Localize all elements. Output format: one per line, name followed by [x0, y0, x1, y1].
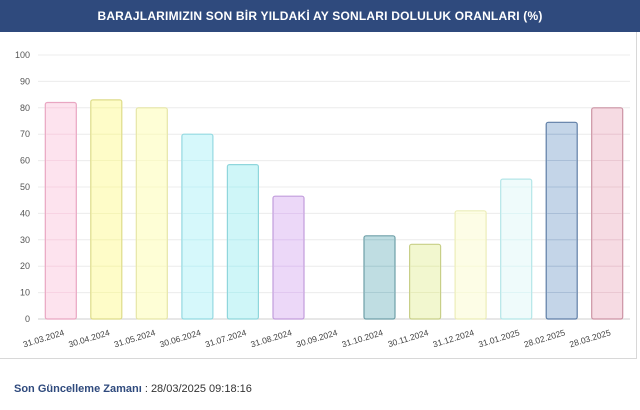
y-tick-label: 40 [20, 208, 30, 218]
last-update-separator: : [141, 383, 151, 395]
x-tick-label: 30.09.2024 [295, 327, 339, 349]
x-tick-label: 28.02.2025 [523, 327, 567, 349]
bar-chart: 0 10 20 30 40 50 60 70 80 90 100 31.03.2024 30.04.20… [15, 50, 630, 349]
chart-area: 0 10 20 30 40 50 60 70 80 90 100 31.03.2024 30.04.20… [0, 32, 637, 359]
chart-header: BARAJLARIMIZIN SON BİR YILDAKİ AY SONLAR… [0, 0, 640, 32]
x-tick-label: 30.04.2024 [67, 327, 111, 349]
x-tick-label: 31.10.2024 [341, 327, 385, 349]
y-tick-label: 30 [20, 235, 30, 245]
bar-30.06.2024[interactable] [181, 133, 214, 320]
y-tick-label: 60 [20, 156, 30, 166]
x-tick-label: 31.12.2024 [432, 327, 476, 349]
y-tick-label: 100 [15, 50, 30, 60]
bar-31.08.2024[interactable] [272, 195, 305, 320]
y-tick-label: 10 [20, 288, 30, 298]
last-update: Son Güncelleme Zamanı : 28/03/2025 09:18… [14, 383, 252, 395]
bar-31.03.2024[interactable] [44, 101, 77, 320]
y-tick-label: 80 [20, 103, 30, 113]
y-tick-label: 70 [20, 129, 30, 139]
bar-28.03.2025[interactable] [591, 107, 624, 320]
x-tick-label: 31.07.2024 [204, 327, 248, 349]
bar-31.07.2024[interactable] [226, 164, 259, 320]
bar-31.01.2025[interactable] [500, 178, 533, 320]
x-tick-label: 28.03.2025 [568, 327, 612, 349]
bar-30.11.2024[interactable] [409, 243, 442, 320]
x-tick-label: 31.05.2024 [113, 327, 157, 349]
chart-title: BARAJLARIMIZIN SON BİR YILDAKİ AY SONLAR… [97, 9, 543, 23]
y-tick-label: 0 [25, 314, 30, 324]
bar-31.10.2024[interactable] [363, 235, 396, 320]
last-update-label: Son Güncelleme Zamanı [14, 383, 142, 395]
x-tick-label: 31.03.2024 [22, 327, 66, 349]
y-tick-label: 20 [20, 261, 30, 271]
y-tick-label: 90 [20, 76, 30, 86]
x-tick-label: 30.11.2024 [387, 327, 430, 349]
bar-31.05.2024[interactable] [135, 107, 168, 320]
bar-30.04.2024[interactable] [90, 99, 123, 320]
x-tick-label: 30.06.2024 [158, 327, 202, 349]
bar-31.12.2024[interactable] [454, 210, 487, 320]
last-update-value: 28/03/2025 09:18:16 [150, 383, 252, 395]
y-tick-label: 50 [20, 182, 30, 192]
x-tick-label: 31.01.2025 [477, 327, 521, 349]
x-tick-label: 31.08.2024 [249, 327, 293, 349]
bar-28.02.2025[interactable] [545, 121, 578, 320]
